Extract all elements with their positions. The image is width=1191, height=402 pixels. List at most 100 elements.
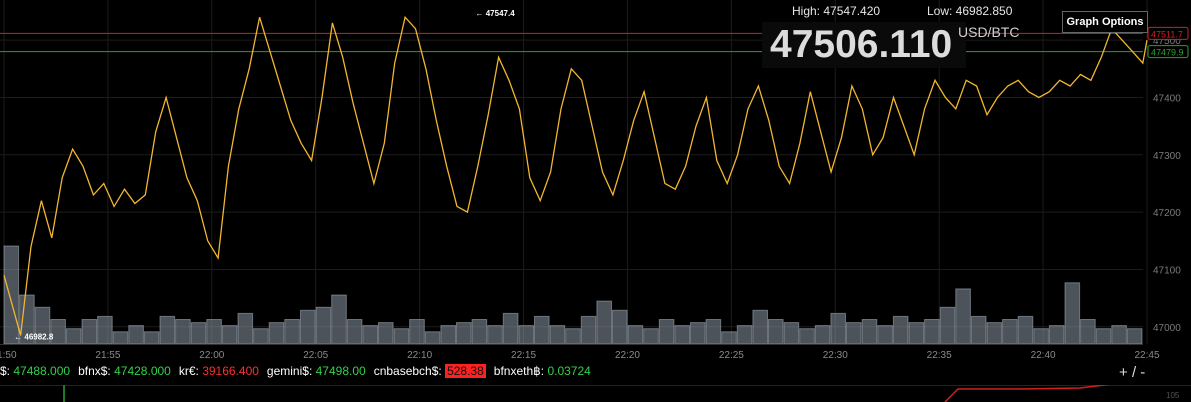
session-high: High: 47547.420 xyxy=(792,4,881,18)
price-label-box xyxy=(1147,26,1189,40)
volume-bar xyxy=(924,319,940,345)
extreme-markers: ← 47547.4 ← 46982.8 xyxy=(14,9,515,342)
volume-bar xyxy=(846,322,862,345)
price-label-text: 47479.9 xyxy=(1151,48,1184,58)
ticker-exchange-value: 39166.400 xyxy=(202,364,259,378)
zoom-separator: / xyxy=(1131,364,1137,381)
volume-bar xyxy=(549,325,566,345)
current-price: 47506.110 xyxy=(762,22,966,68)
volume-bar xyxy=(487,325,503,345)
y-tick-label: 47100 xyxy=(1153,265,1181,276)
volume-bar xyxy=(393,328,410,345)
secondary-chart-strip: 105 xyxy=(0,385,1191,402)
x-tick-label: 21:50 xyxy=(0,350,17,361)
volume-bar xyxy=(128,325,144,345)
graph-options-button[interactable]: Graph Options xyxy=(1062,11,1148,33)
x-tick-label: 21:55 xyxy=(95,350,120,361)
volume-bar xyxy=(658,319,675,345)
volume-bar xyxy=(346,319,363,345)
volume-bar xyxy=(627,325,644,345)
volume-bar xyxy=(190,322,207,345)
volume-bar xyxy=(1080,319,1096,345)
volume-bar xyxy=(378,322,394,345)
volume-bar xyxy=(253,328,269,345)
volume-bar xyxy=(799,328,815,345)
volume-bar xyxy=(237,312,254,345)
zoom-controls: + / - xyxy=(1119,364,1145,381)
x-tick-label: 22:30 xyxy=(823,350,848,361)
volume-bar xyxy=(1002,319,1018,345)
volume-bar xyxy=(565,328,581,345)
ticker-exchange-name: kr€: xyxy=(178,364,203,378)
x-tick-label: 22:35 xyxy=(927,350,952,361)
ticker-exchange-name: $: xyxy=(0,364,14,378)
volume-bars xyxy=(3,245,1143,345)
zoom-out-button[interactable]: - xyxy=(1140,364,1146,381)
volume-bar xyxy=(1095,328,1112,345)
y-tick-label: 47500 xyxy=(1153,36,1181,47)
volume-bar xyxy=(830,312,847,345)
y-tick-label: 47400 xyxy=(1153,93,1181,104)
volume-bar xyxy=(268,322,285,345)
zoom-in-button[interactable]: + xyxy=(1119,364,1128,381)
volume-bar xyxy=(362,325,378,345)
volume-bar xyxy=(612,309,628,345)
volume-bar xyxy=(331,294,347,345)
volume-bar xyxy=(721,331,737,345)
volume-bar xyxy=(580,315,597,345)
ticker-exchange-name: bfnxeth฿: xyxy=(493,364,548,378)
volume-bar xyxy=(892,315,909,345)
session-low: Low: 46982.850 xyxy=(927,4,1013,18)
volume-bar xyxy=(3,245,20,345)
volume-bar xyxy=(65,328,82,345)
volume-bar xyxy=(284,319,300,345)
volume-bar xyxy=(1064,282,1081,345)
volume-bar xyxy=(456,322,472,345)
x-axis: 21:50 21:55 22:00 22:05 22:10 22:15 22:20 22:25… xyxy=(0,344,1160,361)
volume-bar xyxy=(440,325,456,345)
volume-bar xyxy=(534,315,550,345)
volume-bar xyxy=(955,288,971,345)
x-tick-label: 22:20 xyxy=(615,350,640,361)
ticker-exchange-value: 47498.00 xyxy=(315,364,366,378)
volume-bar xyxy=(752,309,769,345)
volume-bar xyxy=(939,306,956,345)
volume-bar xyxy=(908,322,925,345)
y-tick-label: 47000 xyxy=(1153,323,1181,334)
volume-bar xyxy=(112,331,129,345)
volume-bar xyxy=(596,300,613,345)
volume-bar xyxy=(736,325,753,345)
volume-bar xyxy=(1111,325,1127,345)
exchange-ticker: $: 47488.000 bfnx$: 47428.000 kr€: 39166.4… xyxy=(0,361,591,381)
x-tick-label: 22:45 xyxy=(1134,350,1159,361)
ticker-exchange-name: bfnx$: xyxy=(78,364,115,378)
volume-bar xyxy=(300,309,316,345)
ticker-exchange-value: 47488.000 xyxy=(13,364,71,378)
x-tick-label: 22:15 xyxy=(511,350,536,361)
volume-bar xyxy=(1017,315,1034,345)
volume-bar xyxy=(518,325,535,345)
volume-bar xyxy=(97,315,113,345)
price-unit: USD/BTC xyxy=(958,24,1020,40)
volume-bar xyxy=(175,319,191,345)
volume-bar xyxy=(221,325,238,345)
volume-bar xyxy=(970,315,987,345)
volume-bar xyxy=(471,319,488,345)
volume-bar xyxy=(643,328,659,345)
volume-bar xyxy=(424,331,441,345)
volume-bar xyxy=(1033,328,1049,345)
volume-bar xyxy=(783,322,800,345)
volume-bar xyxy=(814,325,831,345)
y-axis: 47000 47100 47200 47300 47400 47500 xyxy=(1153,36,1181,334)
x-tick-label: 22:40 xyxy=(1031,350,1056,361)
volume-bar xyxy=(705,319,722,345)
volume-bar xyxy=(81,319,98,345)
price-label-text: 47511.7 xyxy=(1151,29,1183,39)
volume-bar xyxy=(768,319,784,345)
volume-bar xyxy=(502,312,519,345)
x-tick-label: 22:10 xyxy=(407,350,432,361)
svg-text:105: 105 xyxy=(1166,391,1180,400)
ticker-exchange-value: 47428.000 xyxy=(114,364,171,378)
volume-bar xyxy=(159,315,176,345)
